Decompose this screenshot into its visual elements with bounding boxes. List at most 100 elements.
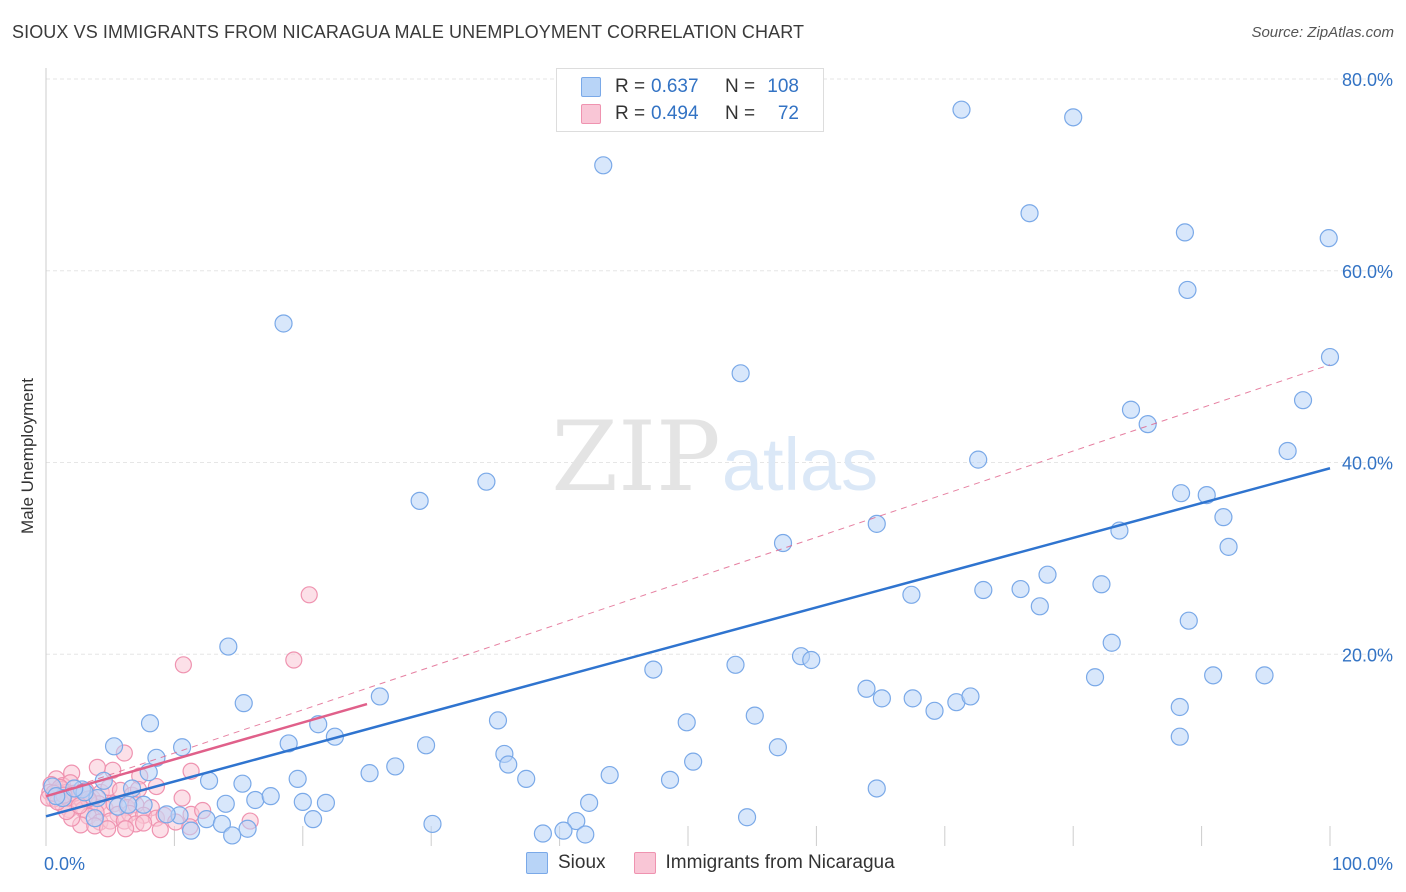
sioux-point: [316, 793, 336, 812]
sioux-point: [925, 701, 944, 720]
sioux-point: [261, 787, 280, 806]
source-label: Source: ZipAtlas.com: [1251, 24, 1394, 41]
legend-item-immigrants[interactable]: Immigrants from Nicaragua: [633, 852, 895, 874]
r-value: 0.637: [651, 76, 699, 97]
legend-label-immigrants: Immigrants from Nicaragua: [665, 852, 895, 873]
sioux-point: [223, 826, 242, 845]
correlation-legend: R = 0.637 N = 108 R = 0.494 N = 72: [556, 68, 824, 132]
sioux-point: [216, 794, 235, 813]
sioux-point: [857, 679, 876, 698]
immigrants-trend-line: [45, 702, 368, 798]
n-label: N =: [725, 103, 756, 124]
immigrants-trend-extension: [45, 364, 1331, 797]
r-label: R =: [615, 103, 646, 124]
sioux-point: [576, 825, 595, 844]
sioux-point: [594, 156, 613, 175]
watermark-atlas: atlas: [722, 423, 878, 506]
sioux-point: [600, 765, 619, 785]
sioux-point: [238, 819, 257, 838]
sioux-point: [173, 738, 192, 757]
sioux-point: [903, 689, 922, 708]
sioux-point: [902, 585, 921, 604]
sioux-point: [1030, 597, 1049, 616]
immigrants-point: [99, 820, 117, 838]
sioux-point: [644, 660, 663, 679]
sioux-point: [684, 752, 703, 771]
chart-title: SIOUX VS IMMIGRANTS FROM NICARAGUA MALE …: [12, 22, 805, 42]
sioux-point: [140, 714, 160, 733]
sioux-point: [1011, 579, 1030, 599]
watermark-zip: ZIP: [551, 401, 720, 513]
sioux-point: [488, 711, 508, 730]
sioux-point: [386, 757, 405, 776]
r-value: 0.494: [651, 103, 699, 124]
y-tick-label: 20.0%: [1342, 645, 1393, 665]
y-tick-label: 60.0%: [1342, 262, 1393, 282]
sioux-point: [499, 755, 518, 774]
sioux-point: [181, 821, 201, 840]
sioux-point: [1170, 727, 1189, 746]
y-tick-label: 40.0%: [1342, 454, 1393, 474]
watermark: ZIP atlas: [551, 401, 878, 513]
x-tick-label: 100.0%: [1332, 854, 1393, 874]
sioux-point: [1278, 441, 1297, 461]
sioux-point: [1204, 666, 1223, 685]
immigrants-point: [300, 586, 318, 604]
sioux-point: [1179, 611, 1198, 630]
n-value: 72: [777, 103, 799, 124]
sioux-point: [1092, 575, 1111, 594]
sioux-point: [410, 491, 429, 510]
immigrants-point: [151, 821, 169, 839]
sioux-point: [134, 795, 153, 814]
sioux-point: [533, 824, 553, 843]
sioux-point: [872, 689, 891, 708]
n-value: 108: [767, 76, 799, 97]
sioux-point: [212, 814, 232, 834]
sioux-trend-line: [45, 467, 1331, 818]
sioux-point: [1255, 666, 1274, 685]
legend-row-sioux: R = 0.637 N = 108: [581, 75, 799, 99]
sioux-point: [974, 580, 993, 600]
sioux-point: [1064, 108, 1083, 127]
legend-item-sioux[interactable]: Sioux: [526, 852, 606, 874]
trend-lines: [45, 364, 1331, 818]
n-label: N =: [725, 76, 756, 97]
sioux-point: [246, 790, 265, 810]
sioux-point: [197, 810, 216, 829]
sioux-point: [119, 795, 138, 814]
gridlines: [46, 78, 1392, 655]
sioux-point: [1020, 204, 1039, 223]
immigrants-swatch: [633, 852, 656, 874]
sioux-point: [1038, 565, 1057, 584]
r-label: R =: [615, 76, 646, 97]
sioux-point: [279, 734, 298, 753]
sioux-point: [580, 793, 599, 812]
immigrants-point: [134, 814, 153, 832]
sioux-point: [1320, 347, 1340, 367]
tick-labels: 20.0% 40.0% 60.0% 80.0% 0.0% 100.0%: [44, 70, 1393, 874]
legend-row-immigrants: R = 0.494 N = 72: [581, 102, 799, 126]
series-legend: Sioux Immigrants from Nicaragua: [526, 852, 923, 874]
sioux-point: [1178, 280, 1197, 300]
immigrants-point: [174, 656, 192, 674]
axes: [45, 68, 1331, 846]
sioux-point: [416, 736, 436, 755]
sioux-point: [737, 808, 757, 827]
sioux-point: [1085, 668, 1105, 687]
sioux-swatch: [526, 852, 548, 874]
sioux-point: [274, 314, 293, 333]
sioux-point: [423, 814, 442, 834]
sioux-point: [768, 738, 787, 757]
sioux-point: [567, 811, 586, 831]
sioux-point: [1121, 400, 1141, 419]
sioux-point: [961, 687, 980, 706]
sioux-points: [43, 100, 1340, 845]
sioux-point: [1293, 391, 1313, 410]
sioux-point: [802, 650, 821, 670]
sioux-swatch: [581, 77, 601, 97]
sioux-point: [288, 769, 307, 788]
sioux-point: [1171, 484, 1191, 503]
sioux-point: [1219, 537, 1238, 556]
sioux-point: [1138, 415, 1157, 434]
